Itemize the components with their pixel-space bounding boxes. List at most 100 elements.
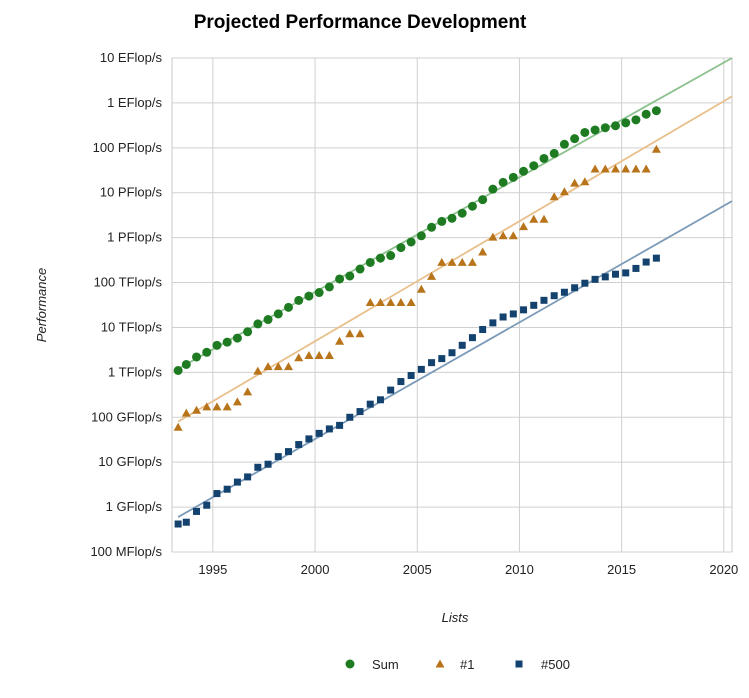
point-sum <box>529 161 539 171</box>
point-number-500 <box>356 408 364 416</box>
point-number-one <box>181 408 191 417</box>
point-number-500 <box>254 463 262 471</box>
point-number-500 <box>203 501 211 509</box>
point-sum <box>498 177 508 187</box>
point-sum <box>478 195 488 205</box>
point-sum <box>621 118 631 128</box>
point-number-500 <box>428 359 436 367</box>
point-number-500 <box>244 473 252 481</box>
point-number-500 <box>193 507 201 515</box>
point-number-one <box>375 298 385 307</box>
point-number-one <box>283 362 293 371</box>
point-number-one <box>335 336 345 345</box>
point-number-500 <box>550 292 558 300</box>
point-number-one <box>365 298 375 307</box>
point-sum <box>335 274 345 284</box>
point-number-one <box>222 402 232 411</box>
point-sum <box>467 201 477 211</box>
point-number-500 <box>274 453 282 461</box>
point-number-500 <box>479 326 487 334</box>
point-sum <box>641 109 651 119</box>
point-number-500 <box>325 425 333 433</box>
point-number-500 <box>509 310 517 318</box>
point-sum <box>181 359 191 369</box>
point-number-500 <box>305 435 313 443</box>
legend-label-number-500: #500 <box>541 657 570 672</box>
point-sum <box>173 366 183 376</box>
point-sum <box>232 333 242 343</box>
point-number-500 <box>284 448 292 456</box>
point-number-one <box>519 222 529 231</box>
point-sum <box>345 271 355 281</box>
point-number-500 <box>632 264 640 272</box>
x-tick-label: 2005 <box>403 562 432 577</box>
legend-marker-sum <box>345 659 355 669</box>
point-number-500 <box>336 421 344 429</box>
point-number-500 <box>581 279 589 287</box>
point-number-one <box>314 350 324 359</box>
y-axis-ticks: 10 EFlop/s 1 EFlop/s 100 PFlop/s 10 PFlop/s… <box>90 50 162 559</box>
x-tick-label: 2015 <box>607 562 636 577</box>
point-sum <box>427 222 437 232</box>
y-tick-label: 10 EFlop/s <box>100 50 163 65</box>
point-sum <box>580 127 590 137</box>
point-number-500 <box>448 349 456 357</box>
point-number-500 <box>376 396 384 404</box>
point-number-one <box>427 271 437 280</box>
point-sum <box>457 208 467 218</box>
point-sum <box>396 243 406 253</box>
point-number-one <box>478 247 488 256</box>
point-number-one <box>202 402 212 411</box>
point-sum <box>437 216 447 226</box>
point-number-500 <box>182 518 190 526</box>
chart-title: Projected Performance Development <box>194 12 527 33</box>
plot-area-border <box>171 57 733 553</box>
point-sum <box>263 315 273 325</box>
y-tick-label: 10 TFlop/s <box>101 319 163 334</box>
point-number-one <box>173 422 183 431</box>
point-number-one <box>406 298 416 307</box>
point-number-500 <box>295 441 303 449</box>
legend: Sum #1 #500 <box>345 657 570 672</box>
point-number-500 <box>366 400 374 408</box>
point-number-one <box>467 257 477 266</box>
point-number-500 <box>417 365 425 373</box>
legend-label-number-one: #1 <box>460 657 474 672</box>
point-number-one <box>559 187 569 196</box>
point-sum <box>539 153 549 163</box>
point-sum <box>375 253 385 263</box>
point-number-500 <box>622 269 630 277</box>
x-tick-label: 2020 <box>709 562 738 577</box>
x-axis-ticks: 1995 2000 2005 2010 2015 2020 <box>198 562 738 577</box>
y-tick-label: 100 TFlop/s <box>94 275 163 290</box>
y-tick-label: 1 GFlop/s <box>106 499 163 514</box>
point-sum <box>631 115 641 125</box>
point-sum <box>273 309 283 319</box>
point-sum <box>570 134 580 144</box>
point-sum <box>222 337 232 347</box>
point-number-500 <box>397 378 405 386</box>
point-sum <box>590 125 600 135</box>
point-number-one <box>457 257 467 266</box>
point-number-one <box>508 231 518 240</box>
point-sum <box>651 106 661 116</box>
point-sum <box>386 251 396 261</box>
x-axis-label: Lists <box>442 610 469 625</box>
point-sum <box>611 121 621 131</box>
point-number-one <box>631 164 641 173</box>
point-number-one <box>570 178 580 187</box>
point-sum <box>355 264 365 274</box>
y-tick-label: 100 PFlop/s <box>93 140 163 155</box>
point-number-500 <box>264 460 272 468</box>
point-sum <box>314 288 324 298</box>
y-tick-label: 1 PFlop/s <box>107 230 162 245</box>
point-number-one <box>263 362 273 371</box>
point-number-500 <box>571 284 579 292</box>
x-tick-label: 1995 <box>198 562 227 577</box>
trend-lines <box>177 57 733 518</box>
data-points <box>173 106 661 528</box>
point-sum <box>294 295 304 305</box>
y-tick-label: 100 GFlop/s <box>91 409 162 424</box>
point-number-one <box>212 402 222 411</box>
